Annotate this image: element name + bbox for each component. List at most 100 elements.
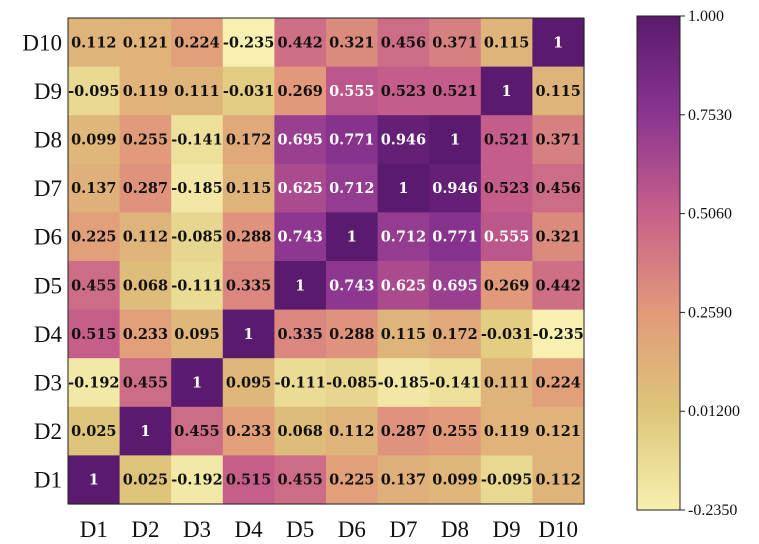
heatmap-cell: [171, 309, 224, 359]
heatmap-cell: [68, 212, 121, 262]
heatmap-cell: [377, 18, 430, 68]
heatmap-cell: [377, 212, 430, 262]
heatmap-cell: [119, 18, 172, 68]
cell-value-label: 0.743: [329, 277, 374, 294]
cell-value-label: 0.111: [484, 375, 529, 392]
cell-value-label: 0.111: [174, 83, 219, 100]
heatmap-cell: [429, 358, 482, 408]
heatmap-cell: [532, 115, 585, 165]
heatmap-cell: [222, 261, 275, 311]
cell-value-label: 0.095: [226, 375, 271, 392]
heatmap-cell: [480, 358, 533, 408]
x-tick-label: D1: [80, 517, 108, 542]
cell-value-label: 0.225: [71, 229, 116, 246]
cell-value-label: 0.121: [123, 34, 168, 51]
heatmap-cell: [171, 163, 224, 213]
cell-value-label: -0.185: [378, 375, 429, 392]
cell-value-label: 0.099: [432, 472, 477, 489]
heatmap-cell: [222, 18, 275, 68]
heatmap-cell: [480, 261, 533, 311]
x-tick-label: D5: [286, 517, 314, 542]
heatmap-cell: [171, 18, 224, 68]
heatmap-cell: [326, 358, 379, 408]
cell-value-label: 0.121: [535, 423, 580, 440]
cell-value-label: 1: [450, 132, 460, 149]
heatmap-cell: [480, 455, 533, 505]
heatmap-cell: [68, 18, 121, 68]
y-tick-label: D8: [34, 128, 62, 153]
cell-value-label: 0.137: [381, 472, 426, 489]
cell-value-label: 0.225: [329, 472, 374, 489]
heatmap-cell: [532, 66, 585, 116]
cell-value-label: 0.521: [484, 132, 529, 149]
heatmap-cell: [119, 455, 172, 505]
cell-value-label: 0.172: [432, 326, 477, 343]
x-tick-label: D4: [235, 517, 264, 542]
cell-value-label: 0.255: [123, 132, 168, 149]
heatmap-cell: [326, 18, 379, 68]
heatmap-cell: [429, 309, 482, 359]
cell-value-label: -0.095: [481, 472, 532, 489]
heatmap-cell: [171, 455, 224, 505]
heatmap-cell: [326, 406, 379, 456]
cell-value-label: 0.288: [226, 229, 271, 246]
cell-value-label: -0.031: [481, 326, 532, 343]
cell-value-label: 0.712: [381, 229, 426, 246]
colorbar: [636, 15, 681, 511]
y-tick-label: D1: [34, 468, 62, 493]
heatmap-cell: [222, 212, 275, 262]
heatmap-cell: [119, 309, 172, 359]
y-tick-label: D2: [34, 419, 62, 444]
heatmap-cell: [68, 163, 121, 213]
heatmap-cell: [274, 261, 327, 311]
colorbar-tick-label: 0.2590: [688, 304, 732, 321]
heatmap-cell: [274, 66, 327, 116]
cell-value-label: 0.946: [381, 132, 426, 149]
heatmap-cell: [119, 66, 172, 116]
cell-value-label: 0.115: [535, 83, 580, 100]
heatmap-cell: [274, 212, 327, 262]
cell-value-label: -0.192: [68, 375, 119, 392]
cell-value-label: -0.111: [274, 375, 325, 392]
heatmap-cell: [480, 115, 533, 165]
colorbar-tick-label: 0.01200: [688, 403, 740, 420]
cell-value-label: 1: [89, 472, 99, 489]
heatmap-cell: [171, 212, 224, 262]
heatmap-cell: [429, 261, 482, 311]
heatmap-border: [67, 17, 585, 505]
heatmap-cell: [326, 163, 379, 213]
heatmap-cell: [119, 163, 172, 213]
cell-value-label: 0.224: [535, 375, 580, 392]
x-tick-label: D10: [538, 517, 578, 542]
heatmap-cell: [171, 115, 224, 165]
cell-value-label: 0.456: [535, 180, 580, 197]
cell-value-label: 0.025: [71, 423, 116, 440]
heatmap-cell: [480, 18, 533, 68]
heatmap-cell: [222, 455, 275, 505]
heatmap-cell: [429, 212, 482, 262]
heatmap-cell: [429, 455, 482, 505]
cell-value-label: -0.235: [223, 34, 274, 51]
cell-value-label: 1: [295, 277, 305, 294]
cell-value-label: 0.335: [277, 326, 322, 343]
heatmap-cell: [68, 406, 121, 456]
cell-value-label: 0.371: [432, 34, 477, 51]
heatmap-cell: [377, 358, 430, 408]
heatmap-cell: [222, 406, 275, 456]
heatmap-cell: [429, 163, 482, 213]
cell-value-label: -0.111: [171, 277, 222, 294]
x-tick-label: D2: [131, 517, 159, 542]
cell-value-label: 0.321: [329, 34, 374, 51]
cell-value-label: 0.455: [71, 277, 116, 294]
cell-value-label: 0.625: [381, 277, 426, 294]
heatmap-cell: [326, 115, 379, 165]
heatmap-cell: [429, 66, 482, 116]
heatmap-cell: [480, 212, 533, 262]
heatmap-cell: [171, 261, 224, 311]
x-tick-label: D3: [183, 517, 211, 542]
cell-value-label: 0.025: [123, 472, 168, 489]
heatmap-cell: [532, 406, 585, 456]
cell-value-label: 1: [553, 34, 563, 51]
heatmap-cell: [222, 163, 275, 213]
cell-value-label: -0.031: [223, 83, 274, 100]
